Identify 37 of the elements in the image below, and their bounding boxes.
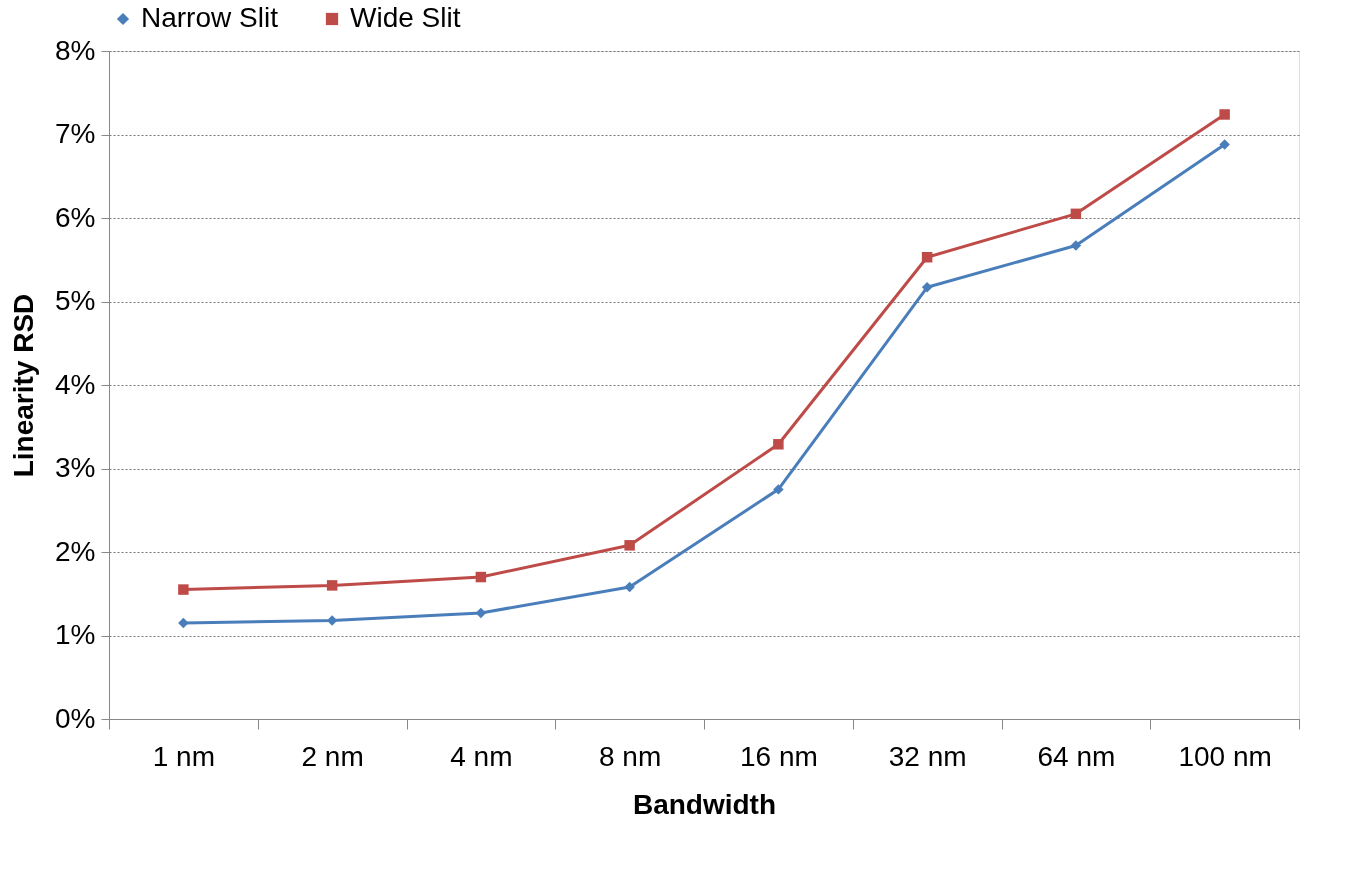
y-tick-label: 1% (55, 619, 96, 650)
legend-label: Narrow Slit (141, 2, 279, 33)
point (1219, 139, 1230, 150)
point (475, 571, 487, 583)
point (773, 484, 784, 495)
point (921, 282, 933, 293)
point (178, 617, 189, 629)
y-tick-label: 4% (55, 368, 96, 400)
point (624, 540, 635, 551)
y-tick-label: 2% (55, 535, 96, 567)
x-tick-label: 64 nm (1037, 740, 1116, 772)
point (326, 580, 338, 591)
y-tick-label: 0% (55, 702, 96, 734)
point (326, 615, 338, 626)
point (773, 439, 784, 450)
y-tick-label: 8% (55, 34, 96, 66)
x-tick-label: 100 nm (1178, 740, 1272, 772)
x-tick-label: 8 nm (599, 740, 662, 772)
y-tick-label: 3% (55, 452, 96, 483)
x-tick-label: 32 nm (888, 740, 967, 772)
x-tick-label: 2 nm (301, 740, 364, 772)
y-tick-label: 7% (55, 118, 96, 149)
point (1070, 240, 1082, 251)
legend-label: Wide Slit (350, 2, 461, 33)
point (475, 607, 487, 619)
point (921, 252, 933, 263)
y-tick-label: 6% (55, 201, 96, 233)
y-tick-label: 5% (55, 285, 96, 316)
point (624, 581, 635, 593)
x-tick-label: 16 nm (739, 740, 818, 772)
x-tick-label: 4 nm (450, 740, 513, 772)
y-axis-title: Linearity RSD (8, 293, 40, 478)
point (1070, 208, 1082, 220)
point (178, 584, 189, 595)
x-tick-label: 1 nm (152, 740, 215, 772)
x-axis-title: Bandwidth (632, 788, 777, 820)
point (1219, 109, 1230, 120)
